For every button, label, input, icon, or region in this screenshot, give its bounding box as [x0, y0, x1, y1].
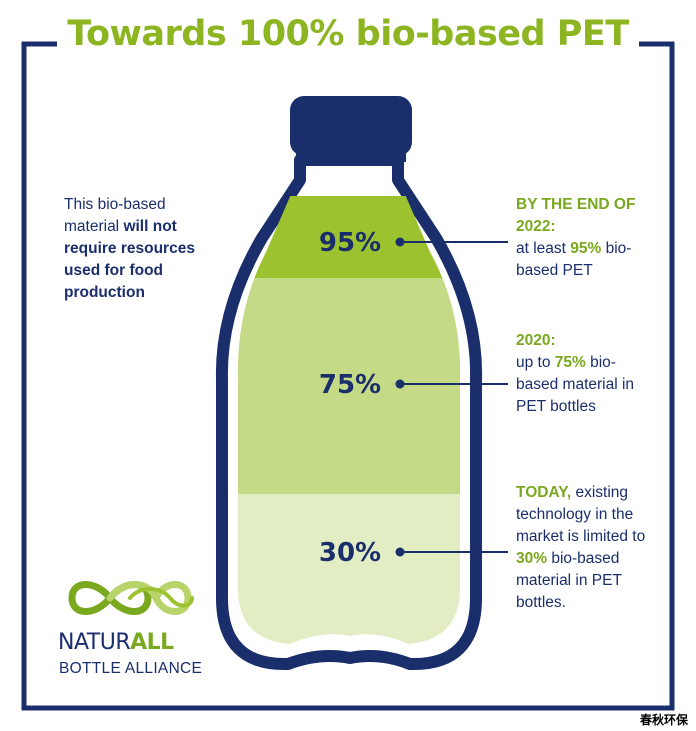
- connector-dot-30: [395, 547, 405, 557]
- frame-border: [21, 41, 675, 711]
- logo-name-natur: NATUR: [58, 630, 131, 655]
- annotation-today-value: 30%: [516, 550, 548, 567]
- connector-dot-75: [395, 379, 405, 389]
- fill-level-30: [237, 494, 461, 644]
- annotation-today-heading: TODAY,: [516, 484, 572, 501]
- percent-label-30: 30%: [318, 538, 382, 568]
- connector-dot-95: [395, 237, 405, 247]
- watermark: 春秋环保: [639, 713, 688, 727]
- annotation-2022-value: 95%: [570, 240, 602, 257]
- annotation-today-text-a: existing technology in the market is lim…: [516, 484, 646, 545]
- annotation-2022: BY THE END OF 2022: at least 95% bio-bas…: [516, 194, 644, 282]
- annotation-2020-heading: 2020:: [516, 332, 556, 349]
- annotation-2020-text-b: bio-based material in PET bottles: [516, 354, 635, 415]
- annotation-2020-text-a: up to: [516, 354, 555, 371]
- annotation-2020: 2020: up to 75% bio-based material in PE…: [516, 330, 636, 418]
- logo-name-all: ALL: [130, 630, 174, 655]
- left-note: This bio-based material will not require…: [64, 194, 224, 304]
- percent-label-95: 95%: [318, 228, 382, 258]
- percent-label-75: 75%: [318, 370, 382, 400]
- left-note-bold: will not require resources used for food…: [64, 218, 195, 301]
- logo-subtitle: BOTTLE ALLIANCE: [59, 660, 203, 677]
- left-note-text: This bio-based material: [64, 196, 166, 235]
- logo-wordmark: NATURALL: [58, 630, 174, 655]
- bottle-cap: [290, 96, 412, 156]
- annotation-2022-heading: BY THE END OF 2022:: [516, 196, 636, 235]
- infinity-logo-icon: [68, 581, 194, 615]
- fill-level-75: [237, 278, 461, 494]
- annotation-2022-text-b: bio-based PET: [516, 240, 632, 279]
- annotation-2022-text-a: at least: [516, 240, 571, 257]
- page-title: Towards 100% bio-based PET: [0, 14, 696, 54]
- annotation-today-text-b: bio-based material in PET bottles.: [516, 550, 622, 611]
- annotation-2020-value: 75%: [554, 354, 586, 371]
- annotation-today: TODAY, existing technology in the market…: [516, 482, 656, 614]
